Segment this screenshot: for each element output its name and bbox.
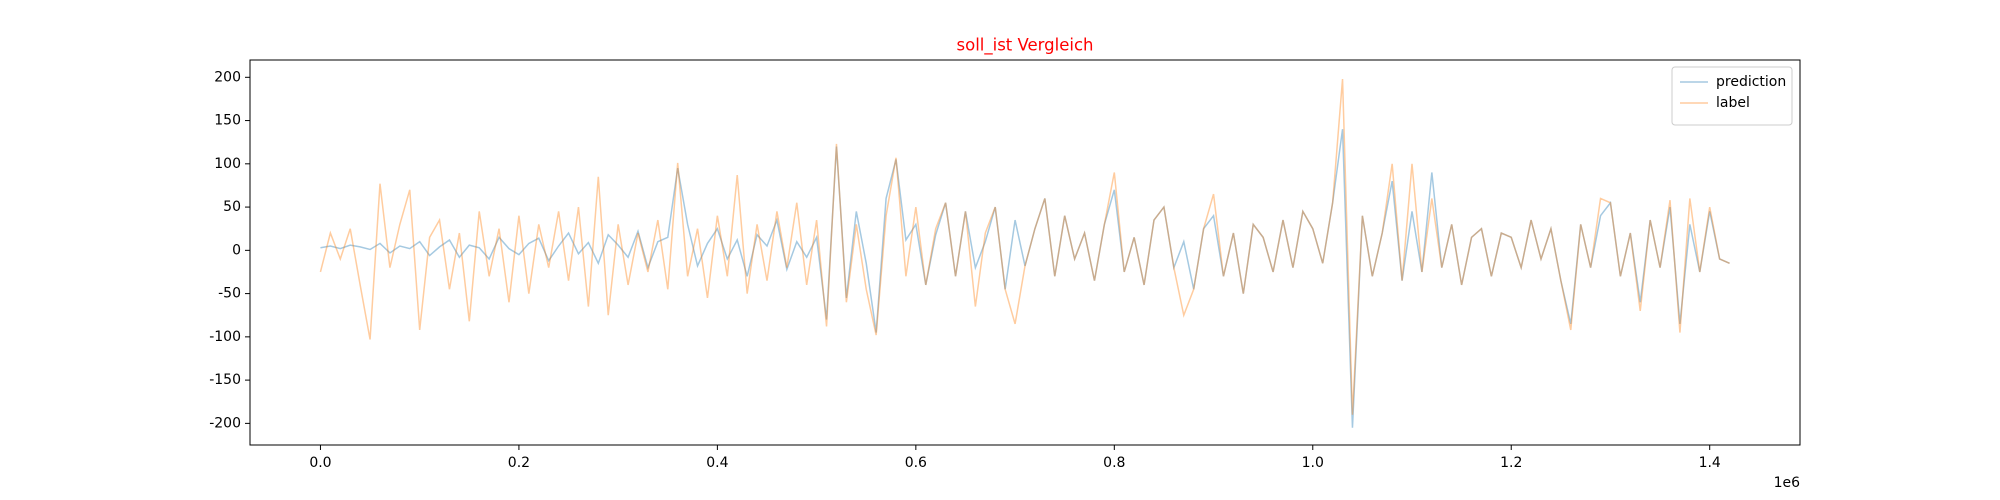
x-tick-label: 0.2 xyxy=(508,455,530,471)
y-tick-label: 50 xyxy=(223,199,241,215)
x-tick-label: 0.8 xyxy=(1103,455,1125,471)
x-tick-label: 0.0 xyxy=(309,455,331,471)
x-tick-label: 0.6 xyxy=(905,455,927,471)
legend-box xyxy=(1671,66,1793,126)
y-tick-label: 150 xyxy=(214,113,241,129)
y-tick-label: -150 xyxy=(209,372,241,388)
chart-title: soll_ist Vergleich xyxy=(957,36,1094,56)
series-line xyxy=(320,129,1730,428)
x-tick-label: 0.4 xyxy=(706,455,728,471)
y-tick-label: -50 xyxy=(218,286,241,302)
series-line xyxy=(319,78,1730,415)
legend-label: prediction xyxy=(1716,74,1786,90)
x-tick-label: 1.2 xyxy=(1500,455,1522,471)
y-tick-label: 0 xyxy=(232,242,241,258)
y-tick-label: -200 xyxy=(209,415,241,431)
y-tick-label: 200 xyxy=(214,69,241,85)
y-tick-label: 100 xyxy=(214,156,241,172)
x-tick-label: 1.4 xyxy=(1699,455,1721,471)
x-tick-label: 1.0 xyxy=(1302,455,1324,471)
x-offset-label: 1e6 xyxy=(1774,475,1801,491)
plot-frame xyxy=(249,59,1801,446)
y-tick-label: -100 xyxy=(209,329,241,345)
legend-label: label xyxy=(1716,95,1750,111)
